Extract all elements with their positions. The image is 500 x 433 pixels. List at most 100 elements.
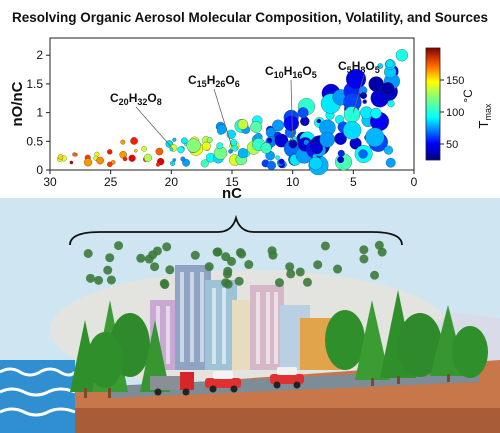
- data-point: [266, 160, 276, 170]
- annotation-leader-line: [352, 74, 365, 113]
- particle: [235, 247, 245, 257]
- figure-title: Resolving Organic Aerosol Molecular Comp…: [11, 10, 489, 25]
- particle: [244, 260, 254, 270]
- particle: [85, 273, 95, 283]
- data-point: [69, 160, 74, 165]
- data-point: [237, 119, 249, 130]
- particle: [114, 241, 124, 251]
- data-point: [297, 107, 309, 119]
- x-tick-label: 15: [225, 175, 239, 189]
- particle: [374, 240, 384, 250]
- data-point: [385, 59, 394, 68]
- vehicles: [150, 367, 304, 396]
- building: [232, 300, 254, 370]
- data-point: [216, 142, 224, 150]
- tree: [325, 310, 365, 370]
- tree: [140, 320, 170, 392]
- particle: [274, 278, 284, 288]
- colorbar-tick-label: 150: [446, 75, 464, 87]
- data-point: [278, 158, 285, 165]
- data-point: [237, 148, 248, 159]
- data-point: [169, 147, 174, 152]
- colorbar-label-main: T: [476, 120, 491, 128]
- y-tick-label: 1.5: [26, 77, 43, 91]
- data-point: [141, 146, 147, 152]
- colorbar: [425, 47, 441, 161]
- data-points: [56, 49, 409, 176]
- data-point: [231, 144, 239, 152]
- data-point: [365, 127, 385, 147]
- data-point: [202, 141, 211, 151]
- particle: [286, 269, 296, 279]
- data-point: [343, 106, 361, 123]
- data-point: [206, 137, 213, 143]
- x-tick-label: 25: [104, 175, 118, 189]
- data-point: [283, 115, 299, 132]
- annotation-leaders: [135, 74, 365, 148]
- particle: [105, 253, 115, 263]
- particle: [295, 267, 305, 277]
- data-point: [345, 69, 367, 90]
- particle: [212, 247, 222, 257]
- data-point: [385, 157, 396, 168]
- y-tick-label: 0.5: [26, 134, 43, 148]
- truck: [150, 372, 194, 396]
- data-point: [177, 146, 185, 154]
- curly-brace: [69, 214, 403, 246]
- aerosol-particles: [83, 240, 387, 290]
- data-point: [260, 142, 272, 154]
- particle: [152, 246, 162, 256]
- y-axis: 0 0.5 1 1.5 2: [26, 48, 50, 177]
- data-point: [172, 137, 177, 142]
- colorbar-tick-label: 100: [446, 107, 464, 119]
- particle: [359, 245, 369, 255]
- particle: [267, 246, 277, 256]
- x-axis-label: nC: [222, 185, 242, 202]
- tree: [87, 332, 123, 388]
- particle: [190, 250, 200, 260]
- data-point: [181, 137, 188, 144]
- data-point: [96, 156, 104, 165]
- data-point: [250, 121, 262, 133]
- particle: [313, 260, 323, 270]
- data-point: [342, 121, 362, 140]
- compound-label: C10H16O5: [265, 64, 317, 80]
- data-point: [228, 149, 233, 154]
- particle: [160, 280, 170, 290]
- colorbar-unit: °C: [461, 89, 475, 103]
- data-point: [370, 107, 382, 119]
- y-tick-label: 1: [36, 106, 43, 120]
- compound-label: C15H26O6: [188, 73, 240, 89]
- y-axis-label: nO/nC: [9, 81, 26, 126]
- data-point: [155, 147, 164, 156]
- x-tick-label: 5: [350, 175, 357, 189]
- data-point: [395, 49, 409, 62]
- particle: [285, 262, 295, 272]
- data-point: [387, 100, 395, 108]
- particle: [320, 241, 330, 251]
- data-point: [381, 82, 395, 96]
- car: [205, 371, 241, 393]
- data-point: [186, 138, 201, 153]
- data-point: [57, 154, 64, 160]
- data-point: [319, 131, 335, 148]
- annotation-leader-line: [213, 88, 233, 148]
- building: [205, 280, 237, 370]
- data-point: [83, 158, 93, 167]
- particle: [359, 254, 369, 264]
- data-point: [180, 156, 186, 162]
- data-point: [383, 145, 393, 155]
- annotation-leader-line: [135, 106, 172, 148]
- data-point: [337, 149, 345, 157]
- particle: [106, 275, 116, 285]
- data-point: [275, 155, 280, 160]
- tree: [398, 313, 442, 377]
- particle: [83, 249, 93, 259]
- particle: [94, 275, 104, 285]
- particle: [302, 277, 312, 287]
- particle: [165, 265, 175, 275]
- data-point: [200, 159, 209, 168]
